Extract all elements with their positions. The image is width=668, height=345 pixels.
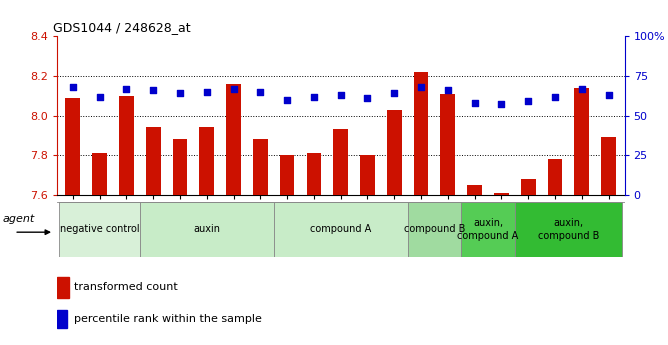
Point [335,92,346,98]
Point [362,95,373,101]
Bar [360,155,375,195]
Text: auxin: auxin [193,225,220,234]
Point [496,102,507,107]
Bar [333,129,348,195]
Bar [59,202,140,257]
Bar [521,179,536,195]
Text: agent: agent [3,215,35,225]
Point [148,87,158,93]
Bar [601,137,616,195]
Text: negative control: negative control [60,225,140,234]
Point [469,100,480,106]
Bar [65,98,80,195]
Point [174,91,185,96]
Point [94,94,105,99]
Bar [467,185,482,195]
Point [415,84,426,90]
Point [523,99,534,104]
Bar [274,202,407,257]
Bar [200,127,214,195]
Text: auxin,
compound A: auxin, compound A [458,218,518,240]
Bar [146,127,160,195]
Text: transformed count: transformed count [74,283,178,293]
Bar [548,159,562,195]
Bar [280,155,295,195]
Bar [57,277,69,298]
Bar [413,72,428,195]
Text: compound A: compound A [310,225,371,234]
Bar [574,88,589,195]
Point [603,92,614,98]
Text: compound B: compound B [403,225,465,234]
Bar [172,139,187,195]
Point [202,89,212,95]
Text: GDS1044 / 248628_at: GDS1044 / 248628_at [53,21,191,34]
Bar [461,202,515,257]
Point [442,87,453,93]
Point [389,91,399,96]
Bar [407,202,461,257]
Bar [387,110,401,195]
Bar [440,94,455,195]
Point [282,97,293,102]
Bar [253,139,268,195]
Point [121,86,132,91]
Bar [307,153,321,195]
Bar [226,84,241,195]
Point [576,86,587,91]
Point [228,86,239,91]
Point [550,94,560,99]
Point [255,89,266,95]
Bar [140,202,274,257]
Bar [494,193,509,195]
Point [309,94,319,99]
Bar [57,310,67,328]
Bar [92,153,107,195]
Bar [119,96,134,195]
Text: percentile rank within the sample: percentile rank within the sample [74,314,263,324]
Bar [515,202,622,257]
Point [67,84,78,90]
Text: auxin,
compound B: auxin, compound B [538,218,599,240]
